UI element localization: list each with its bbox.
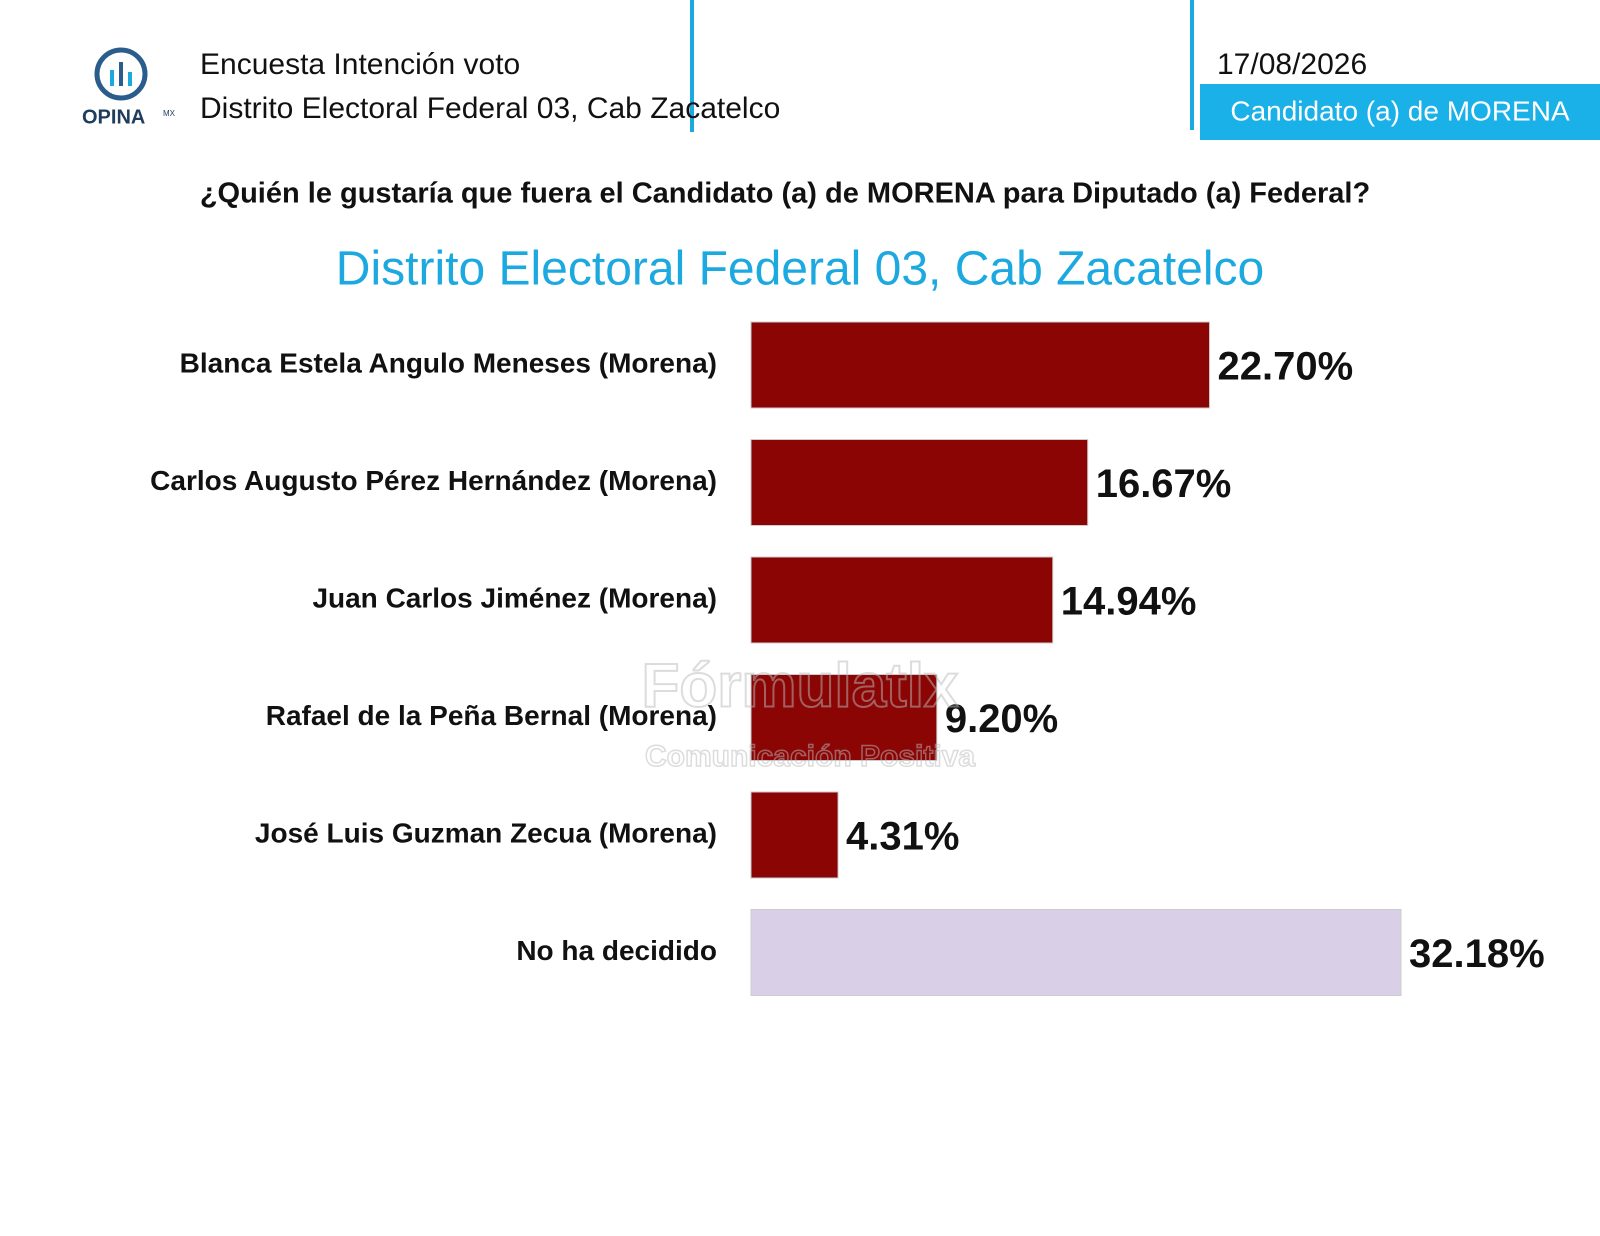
value-label: 16.67% (1096, 462, 1232, 506)
bar (750, 909, 1402, 996)
question: ¿Quién le gustaría que fuera el Candidat… (200, 178, 1370, 210)
category-label: Juan Carlos Jiménez (Morena) (312, 582, 717, 613)
value-label: 22.70% (1218, 345, 1354, 389)
watermark: Fórmulatlx (642, 651, 959, 720)
bar (750, 674, 938, 761)
header-line: Distrito Electoral Federal 03, Cab Zacat… (200, 92, 780, 125)
bar (750, 439, 1089, 526)
category-label: Carlos Augusto Pérez Hernández (Morena) (150, 465, 717, 496)
category-label: No ha decidido (516, 935, 717, 966)
badge (1200, 84, 1600, 140)
chart-title: Distrito Electoral Federal 03, Cab Zacat… (336, 243, 1264, 296)
logo-suffix: MX (163, 109, 176, 118)
header-line: Encuesta Intención voto (200, 48, 520, 81)
date: 17/08/2026 (1217, 48, 1367, 81)
value-label: 32.18% (1409, 932, 1545, 976)
badge-text: Candidato (a) de MORENA (1230, 95, 1570, 126)
watermark: Comunicación Positiva (645, 740, 975, 773)
category-label: Rafael de la Peña Bernal (Morena) (266, 700, 717, 731)
value-label: 14.94% (1061, 580, 1197, 624)
bar (750, 791, 839, 879)
category-label: Blanca Estela Angulo Meneses (Morena) (180, 347, 717, 378)
bar (750, 321, 1211, 409)
category-label: José Luis Guzman Zecua (Morena) (255, 817, 717, 848)
logo-ring (94, 47, 148, 101)
bar (750, 556, 1054, 644)
plot: Blanca Estela Angulo Meneses (Morena) 22.… (150, 321, 1545, 996)
logo-text: OPINA (82, 106, 145, 128)
logo: OPINA MX (82, 47, 176, 128)
value-label: 4.31% (846, 815, 959, 859)
value-label: 9.20% (945, 697, 1058, 741)
